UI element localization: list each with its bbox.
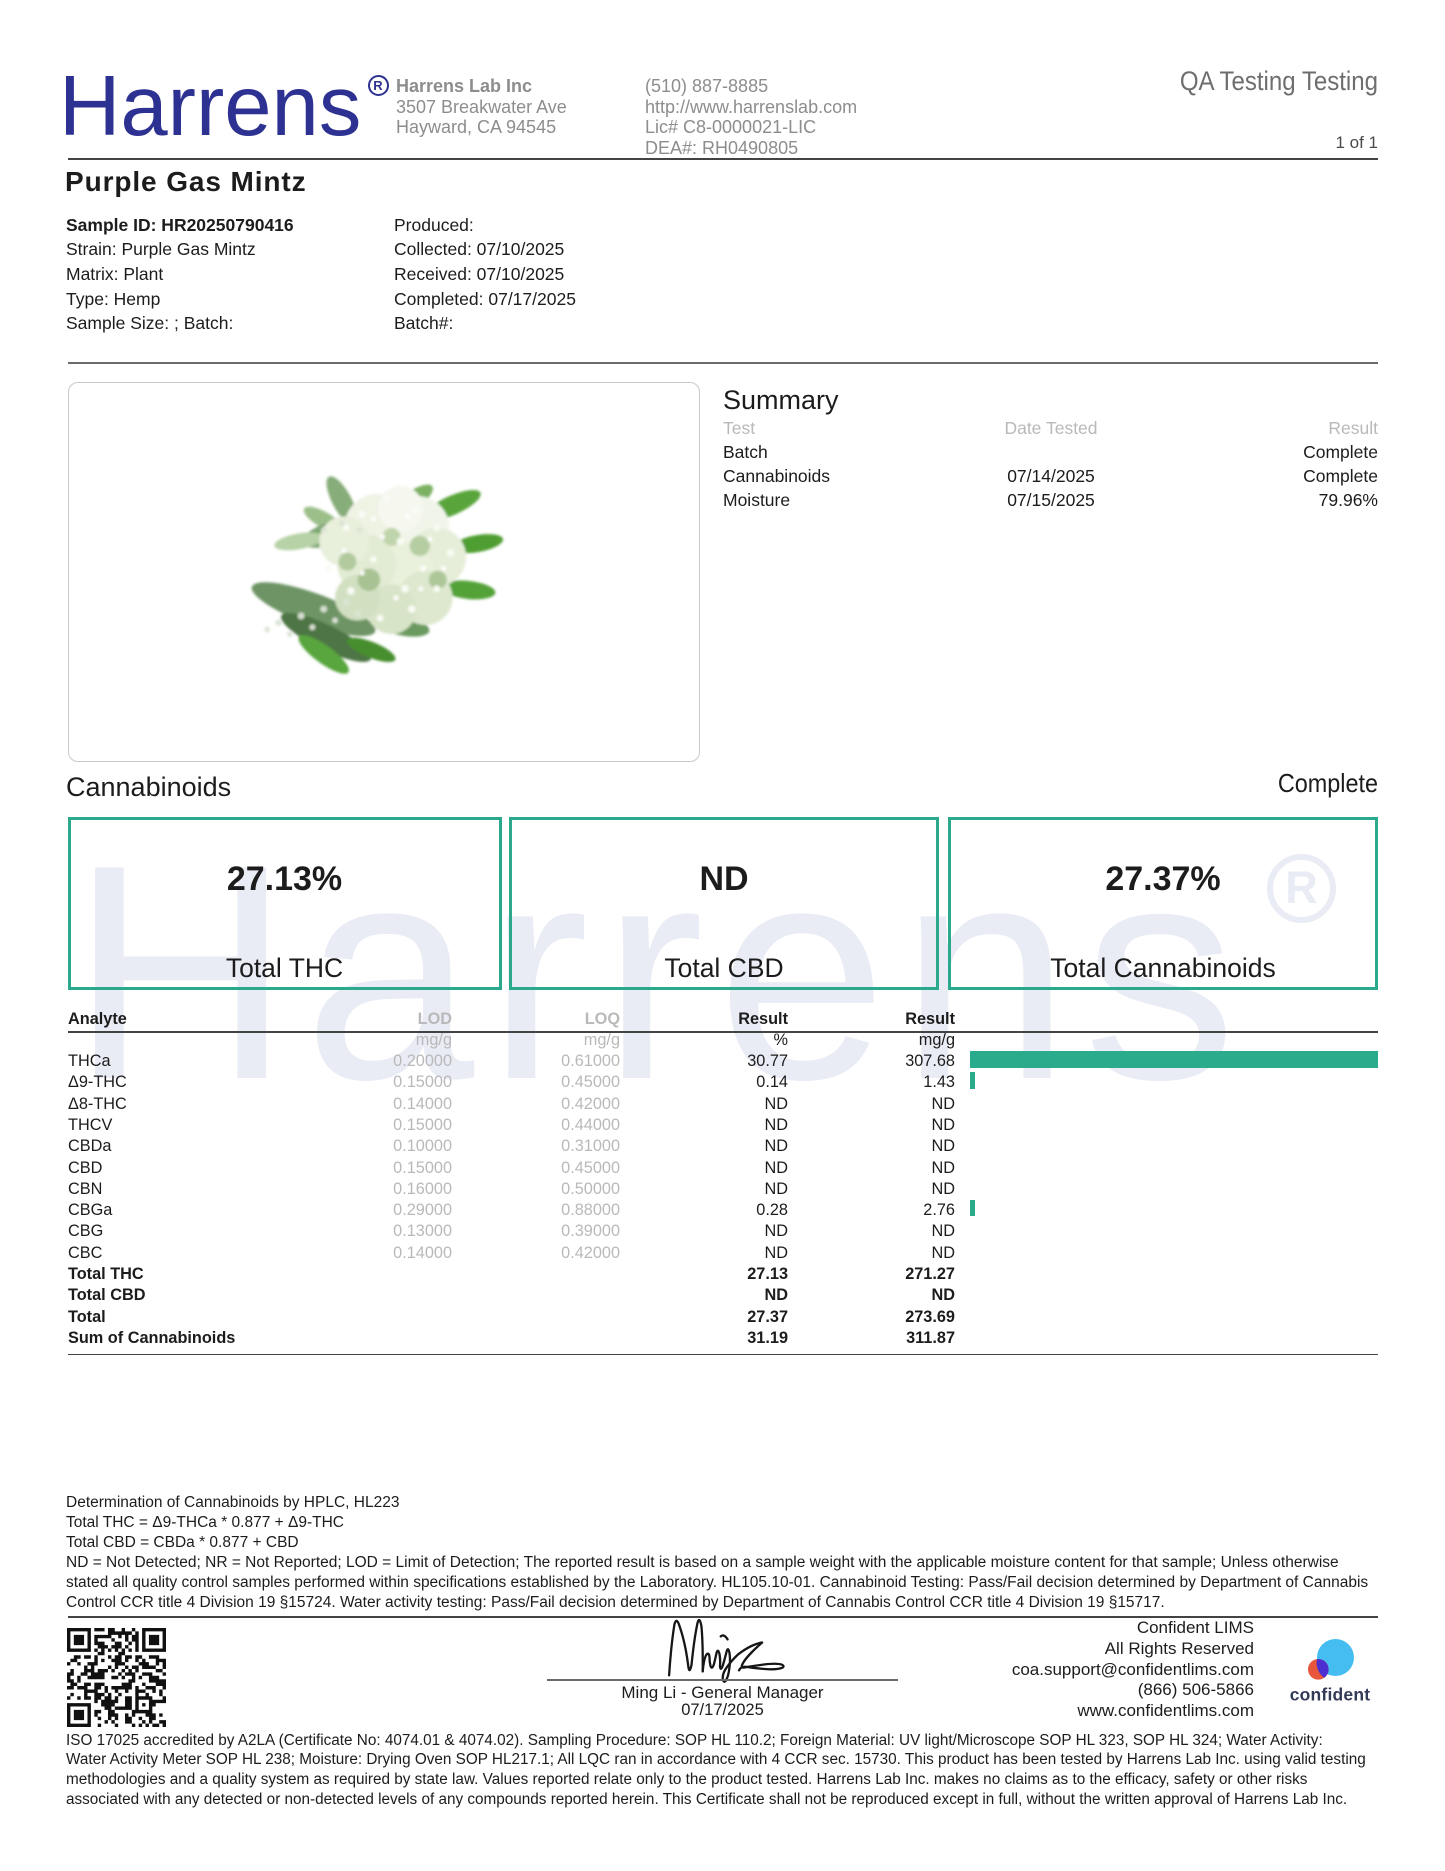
svg-text:confident: confident [1290, 1685, 1371, 1705]
